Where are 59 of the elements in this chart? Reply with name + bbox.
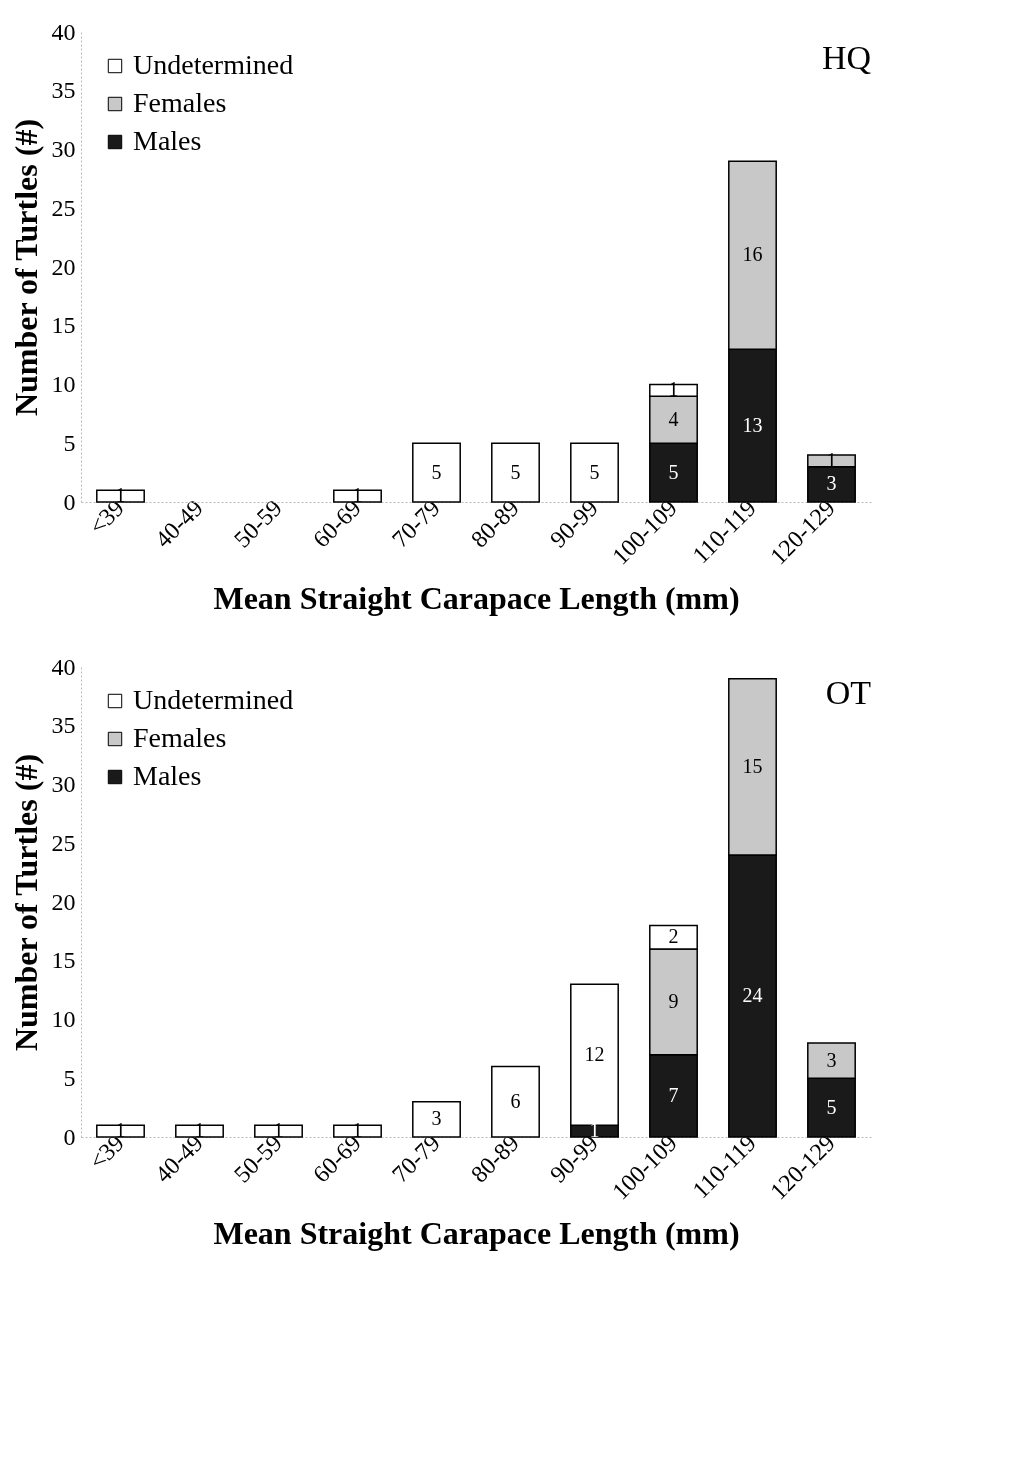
y-tick-label: 10 [51, 1006, 76, 1032]
bar [491, 1065, 540, 1138]
data-label: 7 [668, 1083, 679, 1106]
bar [491, 442, 540, 503]
data-label: 2 [668, 925, 679, 948]
data-label: 5 [826, 1095, 837, 1118]
bar [333, 1124, 382, 1138]
data-label: 12 [584, 1042, 605, 1065]
data-label: 13 [742, 413, 763, 436]
x-axis-title: Mean Straight Carapace Length (mm) [213, 1214, 740, 1251]
data-label: 3 [826, 1048, 837, 1071]
y-tick-label: 30 [51, 136, 76, 162]
y-tick-label: 40 [51, 653, 76, 680]
bar [570, 442, 619, 503]
data-label: 3 [431, 1107, 442, 1130]
data-label: 5 [510, 460, 521, 483]
y-tick-label: 5 [63, 429, 76, 456]
data-label: 6 [510, 1089, 521, 1112]
bar [412, 1101, 461, 1138]
x-axis-title: Mean Straight Carapace Length (mm) [213, 579, 740, 616]
legend-label: Males [133, 760, 202, 791]
y-tick-label: 10 [51, 371, 76, 397]
data-label: 24 [742, 984, 763, 1006]
bar [175, 1124, 224, 1138]
y-tick-label: 15 [51, 312, 76, 339]
legend-label: Females [133, 87, 227, 118]
data-label: 5 [668, 460, 679, 483]
y-tick-label: 0 [63, 1123, 76, 1150]
y-tick-label: 20 [51, 888, 76, 915]
bar [254, 1124, 303, 1138]
data-label: 4 [668, 407, 679, 430]
bar [412, 442, 461, 503]
data-label: 9 [668, 989, 679, 1012]
data-label: 5 [589, 460, 600, 483]
y-axis-title: Number of Turtles (#) [7, 753, 44, 1052]
y-axis-title: Number of Turtles (#) [7, 118, 44, 417]
legend-label: Males [133, 125, 202, 156]
legend-label: Females [133, 722, 227, 753]
y-tick-label: 40 [51, 18, 76, 45]
data-label: 16 [742, 243, 763, 266]
legend-label: Undetermined [133, 49, 294, 80]
y-tick-label: 35 [51, 77, 76, 104]
bar [333, 489, 382, 503]
chart-title: HQ [821, 39, 871, 76]
data-label: 15 [742, 754, 763, 777]
data-label: 3 [826, 472, 837, 495]
legend-label: Undetermined [133, 684, 294, 715]
y-tick-label: 20 [51, 253, 76, 280]
y-tick-label: 30 [51, 771, 76, 797]
y-tick-label: 35 [51, 712, 76, 739]
y-tick-label: 15 [51, 947, 76, 974]
y-tick-label: 5 [63, 1064, 76, 1091]
bar [96, 489, 145, 503]
chart-title: OT [825, 674, 872, 711]
y-tick-label: 25 [51, 829, 76, 856]
data-label: 5 [431, 460, 442, 483]
bar [96, 1124, 145, 1138]
y-tick-label: 25 [51, 194, 76, 221]
y-tick-label: 0 [63, 488, 76, 515]
